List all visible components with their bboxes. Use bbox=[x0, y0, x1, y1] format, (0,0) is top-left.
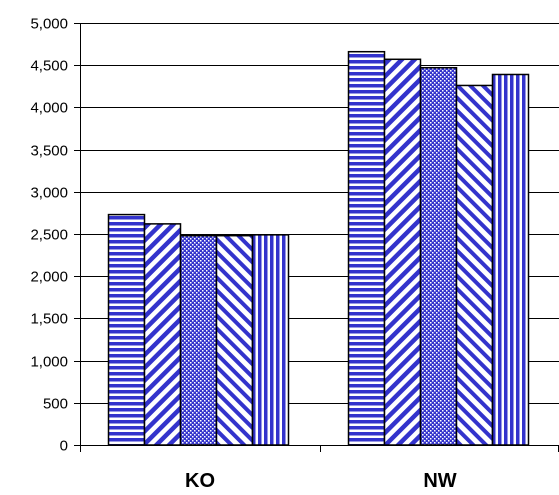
y-tick-label: 3,000 bbox=[30, 185, 68, 202]
y-tick-label: 5,000 bbox=[30, 16, 68, 33]
y-tick-label: 500 bbox=[43, 396, 68, 413]
y-tick-label: 2,500 bbox=[30, 227, 68, 244]
axes bbox=[74, 23, 559, 452]
bar-ko-series-1 bbox=[107, 213, 146, 446]
bar-nw-series-4 bbox=[455, 84, 494, 446]
y-tick-label: 1,000 bbox=[30, 354, 68, 371]
bar-ko-series-5 bbox=[251, 234, 290, 446]
bar-nw-series-2 bbox=[383, 58, 422, 446]
y-tick-label: 0 bbox=[60, 438, 68, 455]
bars bbox=[107, 50, 530, 446]
y-tick-label: 1,500 bbox=[30, 311, 68, 328]
bar-ko-series-2 bbox=[143, 223, 182, 446]
bar-nw-series-3 bbox=[419, 66, 458, 446]
x-category-label: KO bbox=[185, 470, 215, 492]
bar-ko-series-3 bbox=[179, 234, 218, 446]
bar-nw-series-5 bbox=[491, 73, 530, 446]
bar-nw-series-1 bbox=[347, 50, 386, 446]
y-tick-label: 3,500 bbox=[30, 143, 68, 160]
y-tick-label: 4,000 bbox=[30, 100, 68, 117]
bar-ko-series-4 bbox=[215, 234, 254, 446]
x-category-label: NW bbox=[423, 470, 456, 492]
y-tick-label: 2,000 bbox=[30, 269, 68, 286]
axis-labels: 0 500 1,000 1,500 2,000 2,500 3,000 3,500 4,000 4… bbox=[30, 16, 456, 493]
y-tick-label: 4,500 bbox=[30, 58, 68, 75]
